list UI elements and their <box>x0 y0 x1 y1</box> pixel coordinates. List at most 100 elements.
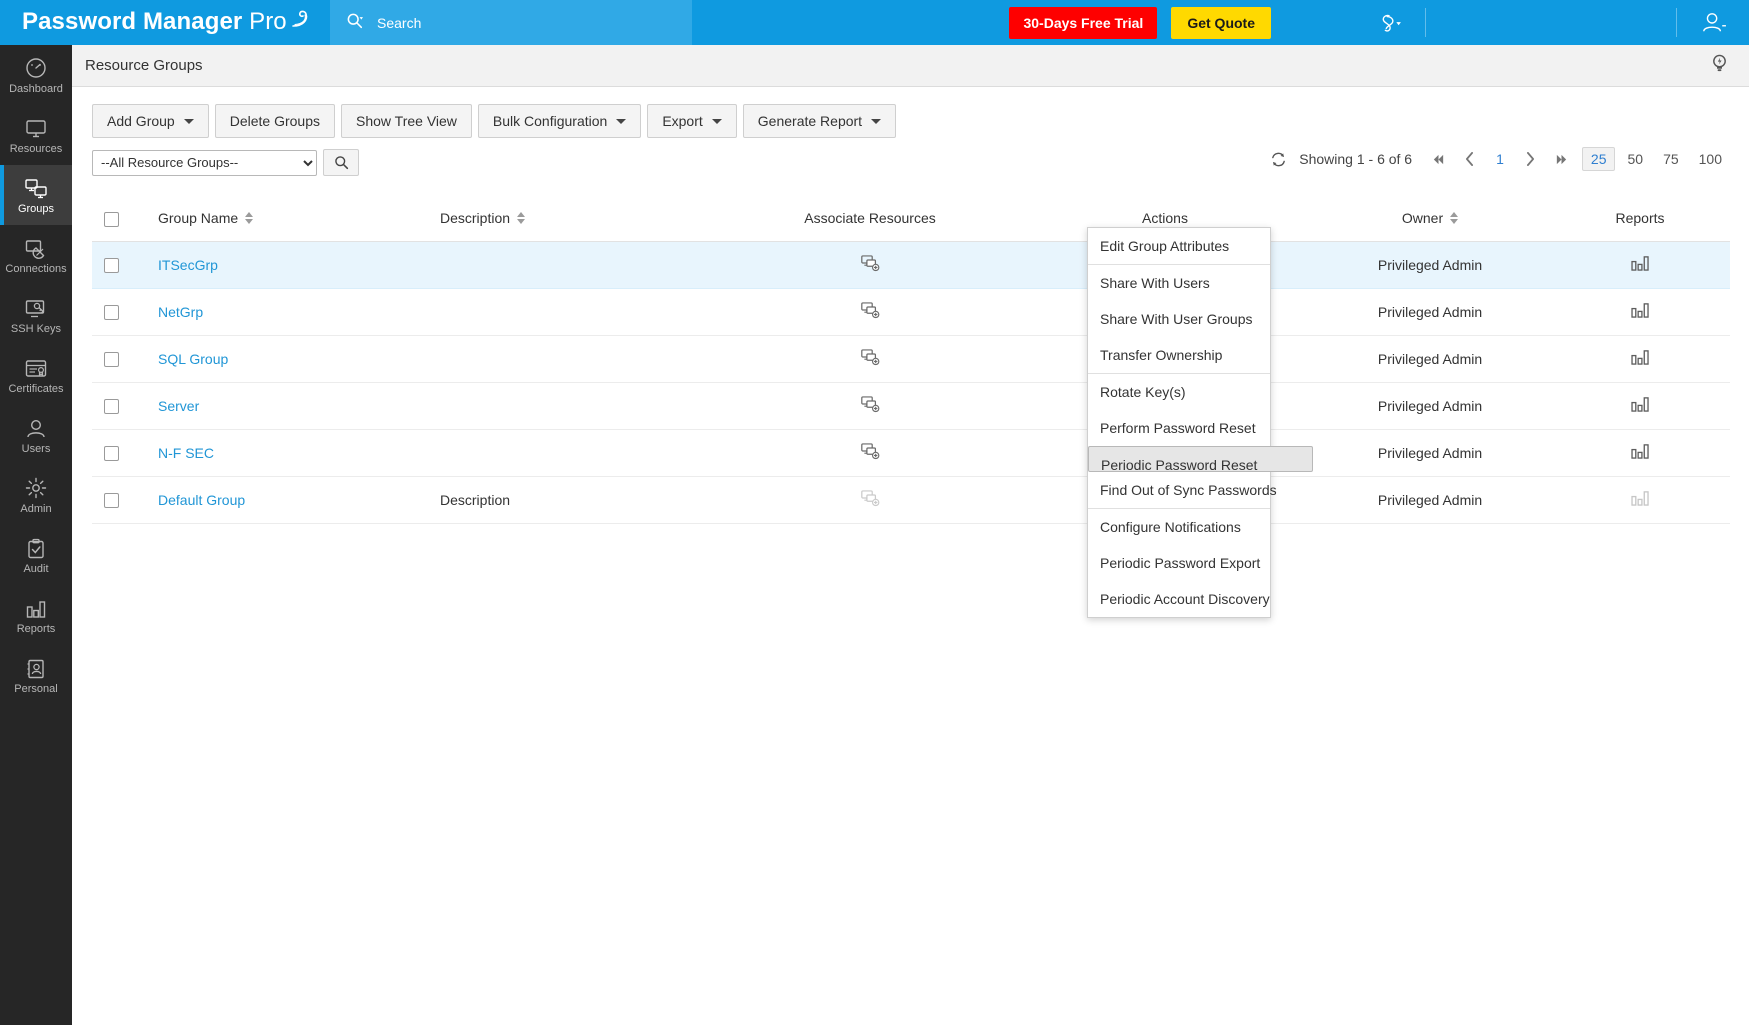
bar-chart-icon[interactable] <box>1630 256 1650 274</box>
owner-cell: Privileged Admin <box>1310 288 1550 336</box>
sidebar-item-admin[interactable]: Admin <box>0 465 72 525</box>
next-page-icon[interactable] <box>1516 152 1545 166</box>
export-button[interactable]: Export <box>647 104 737 138</box>
dropdown-item-rotate-key-s[interactable]: Rotate Key(s) <box>1100 384 1186 400</box>
action-toolbar: Add Group Delete Groups Show Tree View B… <box>72 87 1749 138</box>
show-tree-view-button[interactable]: Show Tree View <box>341 104 472 138</box>
dropdown-item-find-out-of-sync-passwords[interactable]: Find Out of Sync Passwords <box>1088 472 1277 509</box>
get-quote-button[interactable]: Get Quote <box>1171 6 1271 39</box>
dropdown-item-configure-notifications[interactable]: Configure Notifications <box>1100 519 1241 535</box>
add-group-button[interactable]: Add Group <box>92 104 209 138</box>
user-account-icon[interactable] <box>1677 0 1749 45</box>
table-row[interactable]: NetGrp Privileged Admin <box>92 288 1730 336</box>
group-name-link[interactable]: N-F SEC <box>158 444 214 461</box>
row-checkbox[interactable] <box>104 352 119 368</box>
column-header-description[interactable]: Description <box>440 200 720 242</box>
dropdown-item-periodic-password-export[interactable]: Periodic Password Export <box>1100 555 1261 571</box>
refresh-icon[interactable] <box>1270 151 1287 168</box>
table-row[interactable]: N-F SEC Privileged Admin <box>92 429 1730 477</box>
dropdown-item-share-with-user-groups[interactable]: Share With User Groups <box>1100 311 1253 327</box>
table-row[interactable]: ITSecGrp Privileged Admin <box>92 241 1730 289</box>
column-header-owner[interactable]: Owner <box>1310 200 1550 242</box>
bar-chart-icon[interactable] <box>1630 350 1650 368</box>
actions-dropdown-menu[interactable]: Edit Group Attributes Share With Users Sha… <box>1087 227 1313 618</box>
page-number-1[interactable]: 1 <box>1496 151 1504 167</box>
dropdown-item-share-with-users[interactable]: Share With Users <box>1100 275 1210 291</box>
column-header-group-name[interactable]: Group Name <box>140 200 440 242</box>
sort-icon[interactable] <box>245 212 254 225</box>
row-checkbox[interactable] <box>104 399 119 415</box>
prev-page-icon[interactable] <box>1455 152 1484 166</box>
table-row[interactable]: Default Group Description Privileged Admin <box>92 476 1730 524</box>
dropdown-item-perform-password-reset[interactable]: Perform Password Reset <box>1100 420 1256 436</box>
sidebar-item-audit[interactable]: Audit <box>0 525 72 585</box>
row-checkbox[interactable] <box>104 493 119 509</box>
table-row[interactable]: Server Privileged Admin <box>92 382 1730 430</box>
page-size-100[interactable]: 100 <box>1698 151 1722 167</box>
bar-chart-icon[interactable] <box>1630 491 1650 509</box>
delete-groups-button[interactable]: Delete Groups <box>214 104 335 138</box>
bar-chart-icon[interactable] <box>1630 444 1650 462</box>
brand-logo[interactable]: Password Manager Pro <box>0 0 330 45</box>
sidebar-item-users[interactable]: Users <box>0 405 72 465</box>
row-checkbox-cell <box>92 335 140 383</box>
sidebar-item-groups[interactable]: Groups <box>0 165 72 225</box>
group-name-link[interactable]: ITSecGrp <box>158 256 218 273</box>
sidebar-item-label: Resources <box>9 142 63 155</box>
dropdown-item-periodic-password-reset[interactable]: Periodic Password Reset <box>1088 446 1313 473</box>
bar-chart-icon[interactable] <box>1630 303 1650 321</box>
group-name-link[interactable]: Server <box>158 397 200 414</box>
page-size-50[interactable]: 50 <box>1627 151 1644 167</box>
row-checkbox[interactable] <box>104 258 119 274</box>
chain-link-icon[interactable] <box>1353 0 1425 45</box>
sort-icon[interactable] <box>517 212 526 225</box>
generate-report-button[interactable]: Generate Report <box>742 104 897 138</box>
sidebar-item-reports[interactable]: Reports <box>0 585 72 645</box>
brand-title-thin: Pro <box>242 7 287 35</box>
associate-resources-cell <box>720 382 1020 430</box>
associate-resources-icon[interactable] <box>860 490 880 510</box>
associate-resources-icon[interactable] <box>860 396 880 416</box>
search-icon <box>346 12 363 34</box>
search-input[interactable]: Search <box>377 14 422 31</box>
dropdown-item-periodic-account-discovery[interactable]: Periodic Account Discovery <box>1100 591 1270 607</box>
associate-resources-icon[interactable] <box>860 443 880 463</box>
group-name-link[interactable]: NetGrp <box>158 303 204 320</box>
sidebar-item-resources[interactable]: Resources <box>0 105 72 165</box>
free-trial-button[interactable]: 30-Days Free Trial <box>1009 6 1158 39</box>
sidebar-item-connections[interactable]: Connections <box>0 225 72 285</box>
sort-icon[interactable] <box>1450 212 1459 225</box>
first-page-icon[interactable] <box>1422 153 1455 166</box>
sidebar-item-label: Users <box>21 442 51 455</box>
bulk-configuration-button[interactable]: Bulk Configuration <box>477 104 642 138</box>
select-all-checkbox[interactable] <box>104 211 119 227</box>
dropdown-item-edit-group-attributes[interactable]: Edit Group Attributes <box>1088 228 1270 265</box>
row-checkbox[interactable] <box>104 305 119 321</box>
description-cell <box>440 382 720 430</box>
export-label: Export <box>662 113 703 129</box>
sidebar-item-label: Groups <box>17 202 55 215</box>
resource-group-filter-select[interactable]: --All Resource Groups-- <box>92 149 317 176</box>
associate-resources-cell <box>720 335 1020 383</box>
sidebar-item-certificates[interactable]: Certificates <box>0 345 72 405</box>
group-name-link[interactable]: Default Group <box>158 491 246 508</box>
associate-resources-icon[interactable] <box>860 255 880 275</box>
lightbulb-icon[interactable] <box>1710 53 1729 79</box>
table-row[interactable]: SQL Group Privileged Admin <box>92 335 1730 383</box>
last-page-icon[interactable] <box>1545 153 1578 166</box>
page-size-25[interactable]: 25 <box>1581 147 1616 171</box>
page-size-75[interactable]: 75 <box>1663 151 1679 167</box>
associate-resources-icon[interactable] <box>860 302 880 322</box>
group-name-link[interactable]: SQL Group <box>158 350 229 367</box>
sidebar-item-ssh-keys[interactable]: SSH Keys <box>0 285 72 345</box>
dropdown-item-transfer-ownership[interactable]: Transfer Ownership <box>1088 337 1270 374</box>
sidebar-item-personal[interactable]: Personal <box>0 645 72 705</box>
description-cell <box>440 429 720 477</box>
associate-resources-icon[interactable] <box>860 349 880 369</box>
row-checkbox[interactable] <box>104 446 119 462</box>
sidebar-item-dashboard[interactable]: Dashboard <box>0 45 72 105</box>
global-search[interactable]: Search <box>330 0 692 45</box>
owner-cell: Privileged Admin <box>1310 241 1550 289</box>
bar-chart-icon[interactable] <box>1630 397 1650 415</box>
filter-search-button[interactable] <box>323 149 359 176</box>
